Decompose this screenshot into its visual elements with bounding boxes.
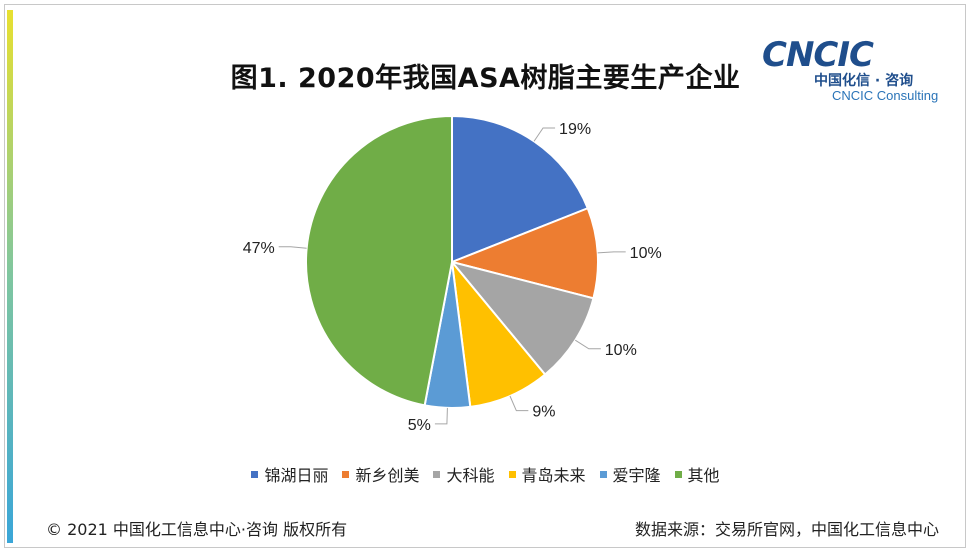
leader-line-2 <box>597 251 626 254</box>
legend-item-1: 锦湖日丽 <box>251 462 328 486</box>
data-label-2: 10% <box>630 245 662 262</box>
data-source-text: 数据来源：交易所官网，中国化工信息中心 <box>634 520 939 539</box>
cncic-logo: CNCIC 中国化信 · 咨询 CNCIC Consulting <box>762 38 952 108</box>
chart-title: 图1. 2020年我国ASA树脂主要生产企业 <box>230 63 741 94</box>
legend-swatch-3 <box>433 470 441 478</box>
leader-line-6 <box>278 246 307 249</box>
pie-slice-6 <box>305 114 453 407</box>
legend-label-6: 其他 <box>687 466 720 485</box>
leader-line-5 <box>434 407 448 425</box>
legend-item-2: 新乡创美 <box>342 462 419 486</box>
data-label-3: 10% <box>605 342 637 359</box>
copyright-text: © 2021 中国化工信息中心·咨询 版权所有 <box>46 520 348 539</box>
legend-item-5: 爱宇隆 <box>599 462 661 486</box>
data-label-5: 5% <box>408 417 431 434</box>
legend-item-6: 其他 <box>674 462 720 486</box>
data-label-6: 47% <box>243 240 275 257</box>
logo-cn-text: 中国化信 · 咨询 <box>814 73 914 89</box>
chart-frame <box>4 4 966 548</box>
data-label-1: 19% <box>559 121 591 138</box>
leader-line-3 <box>575 339 601 350</box>
pie-slice-4 <box>450 258 547 408</box>
legend-swatch-4 <box>508 470 516 478</box>
legend-label-3: 大科能 <box>446 466 495 485</box>
data-label-4: 9% <box>532 404 555 421</box>
pie-slice-2 <box>448 206 599 300</box>
legend-swatch-6 <box>674 470 682 478</box>
side-accent-bar <box>7 10 13 543</box>
leader-line-1 <box>533 127 556 142</box>
legend-label-1: 锦湖日丽 <box>264 466 329 485</box>
legend-label-5: 爱宇隆 <box>612 466 661 485</box>
leader-line-4 <box>509 395 529 412</box>
legend-swatch-5 <box>599 470 607 478</box>
legend-swatch-1 <box>251 470 259 478</box>
logo-main-text: CNCIC <box>762 35 874 75</box>
legend-item-3: 大科能 <box>433 462 495 486</box>
pie-slice-1 <box>451 114 590 264</box>
legend-swatch-2 <box>342 470 350 478</box>
legend-label-2: 新乡创美 <box>355 466 420 485</box>
logo-en-text: CNCIC Consulting <box>832 88 939 103</box>
legend-item-4: 青岛未来 <box>508 462 586 486</box>
legend-label-4: 青岛未来 <box>521 466 586 485</box>
chart-legend: 锦湖日丽 新乡创美 大科能 青岛未来 爱宇隆 其他 <box>0 462 971 486</box>
